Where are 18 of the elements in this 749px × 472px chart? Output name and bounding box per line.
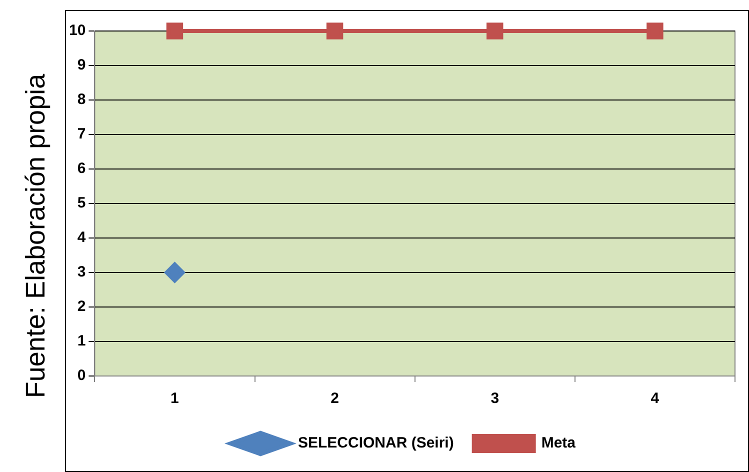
y-tick-label: 4	[77, 229, 86, 246]
y-tick-label: 8	[77, 91, 86, 108]
x-tick-label: 1	[170, 390, 179, 408]
y-tick-label: 5	[77, 194, 86, 212]
x-tick-label: 2	[330, 390, 339, 408]
y-tick-label: 0	[77, 367, 86, 384]
legend-label: SELECCIONAR (Seiri)	[298, 434, 454, 452]
source-note: Fuente: Elaboración propia	[20, 74, 52, 398]
y-tick-label: 6	[77, 160, 86, 178]
x-tick-label: 4	[650, 390, 660, 408]
y-tick-label: 10	[68, 22, 86, 40]
y-tick-label: 9	[77, 56, 86, 74]
y-tick-label: 1	[77, 332, 86, 350]
y-tick-label: 3	[77, 264, 86, 281]
x-tick-label: 3	[490, 390, 500, 408]
legend-label: Meta	[541, 434, 576, 452]
y-tick-label: 7	[77, 126, 86, 143]
y-tick-label: 2	[77, 298, 86, 316]
